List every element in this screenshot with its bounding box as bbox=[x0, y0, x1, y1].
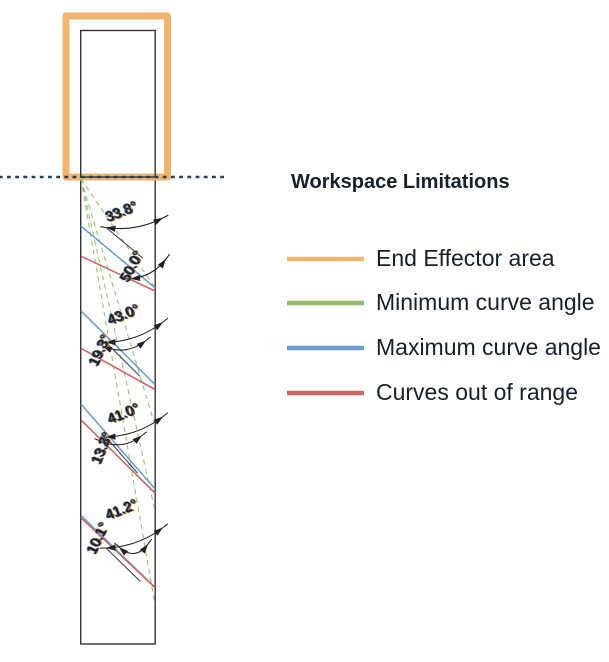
svg-text:Maximum curve angle: Maximum curve angle bbox=[376, 334, 601, 360]
svg-text:Minimum curve angle: Minimum curve angle bbox=[376, 289, 595, 315]
svg-text:End Effector area: End Effector area bbox=[376, 245, 555, 271]
svg-text:Curves out of range: Curves out of range bbox=[376, 379, 578, 405]
svg-text:Workspace Limitations: Workspace Limitations bbox=[291, 171, 510, 193]
